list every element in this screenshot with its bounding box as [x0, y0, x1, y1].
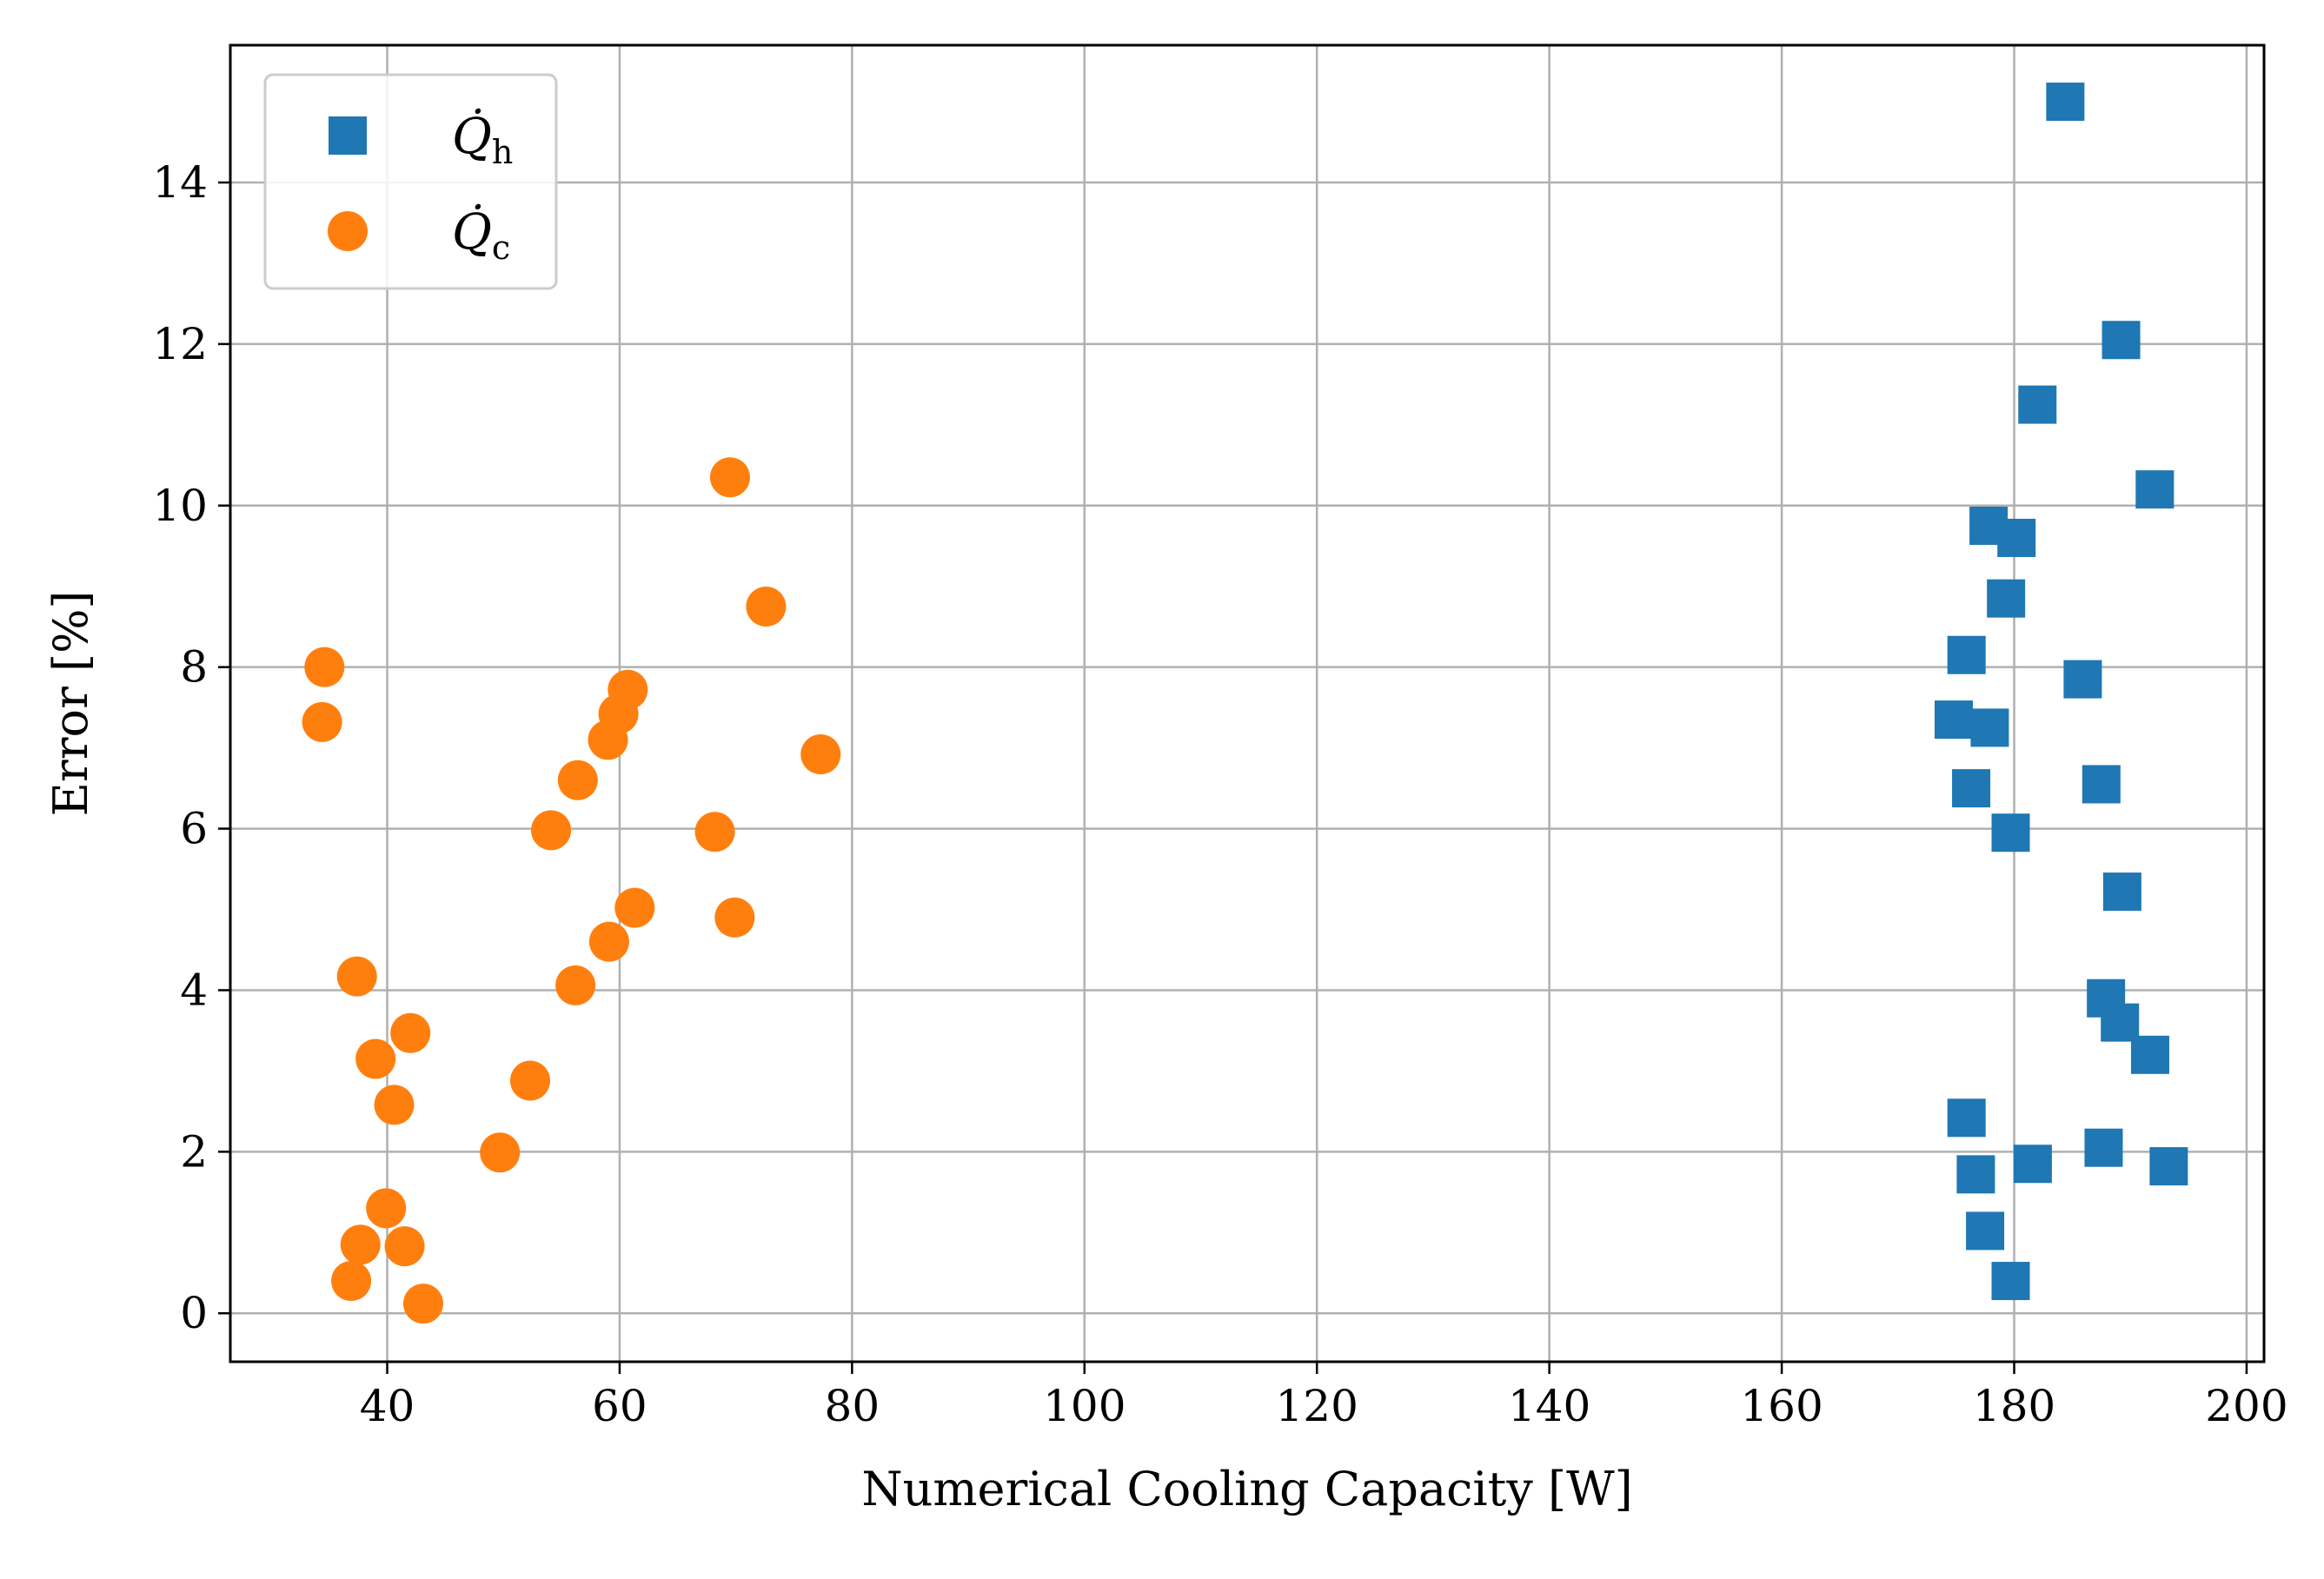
x-tick-label: 200: [2205, 1381, 2287, 1431]
data-point-square: [1970, 708, 2009, 747]
legend-label-subscript: h: [492, 133, 513, 171]
data-point-square: [2130, 1035, 2169, 1074]
x-tick-label: 60: [592, 1381, 647, 1431]
data-point-circle: [355, 1038, 396, 1079]
data-point-square: [1947, 1098, 1986, 1138]
data-point-square: [1947, 635, 1986, 674]
data-point-square: [2082, 765, 2121, 804]
data-point-circle: [531, 810, 572, 851]
legend-box: [263, 73, 558, 290]
data-point-square: [1991, 813, 2030, 853]
data-point-square: [1934, 700, 1973, 740]
data-point-square: [1997, 518, 2036, 557]
legend-label-subscript: c: [492, 229, 510, 267]
data-point-circle: [588, 720, 628, 760]
x-tick-label: 140: [1508, 1381, 1590, 1431]
x-axis-ticks: 40 60 80 100 120 140 160 180 200: [360, 1362, 2288, 1431]
y-axis-ticks: 0 2 4 6 8 10 12 14: [152, 157, 230, 1338]
data-point-square: [2046, 83, 2085, 122]
data-point-square: [2149, 1147, 2188, 1186]
data-point-circle: [557, 760, 598, 800]
x-tick-label: 120: [1276, 1381, 1358, 1431]
data-point-square: [1956, 1155, 1995, 1194]
legend-marker-circle: [328, 211, 368, 251]
x-tick-label: 40: [360, 1381, 415, 1431]
data-point-circle: [714, 897, 755, 938]
data-point-circle: [746, 586, 787, 627]
data-point-square: [2018, 385, 2057, 424]
data-point-circle: [336, 956, 377, 997]
data-point-circle: [694, 812, 735, 853]
data-point-square: [2084, 1128, 2123, 1167]
x-tick-label: 100: [1043, 1381, 1125, 1431]
data-point-circle: [304, 647, 345, 687]
data-point-square: [2102, 872, 2141, 912]
data-point-circle: [555, 965, 596, 1005]
data-point-circle: [588, 921, 629, 962]
legend: Q̇hQ̇c: [263, 73, 558, 290]
series-c: [302, 457, 841, 1324]
data-point-square: [2063, 660, 2102, 699]
data-points: [302, 83, 2188, 1324]
data-point-circle: [614, 887, 655, 928]
data-point-circle: [384, 1226, 425, 1267]
data-point-circle: [331, 1261, 372, 1302]
y-tick-label: 8: [180, 642, 208, 693]
data-point-square: [2101, 1003, 2140, 1042]
data-point-square: [1987, 579, 2026, 618]
data-point-circle: [302, 701, 342, 742]
data-point-circle: [480, 1132, 521, 1173]
y-tick-label: 12: [152, 319, 208, 369]
data-point-square: [1952, 769, 1991, 808]
data-point-square: [2102, 321, 2141, 360]
data-point-circle: [402, 1284, 443, 1324]
data-point-circle: [709, 457, 750, 498]
x-tick-label: 80: [825, 1381, 880, 1431]
data-point-circle: [390, 1012, 431, 1053]
y-tick-label: 6: [180, 804, 208, 854]
plot-frame: [229, 43, 2266, 1363]
data-point-circle: [340, 1224, 381, 1265]
y-tick-label: 2: [180, 1126, 208, 1177]
x-tick-label: 160: [1740, 1381, 1823, 1431]
y-tick-label: 14: [152, 157, 208, 208]
data-point-circle: [509, 1060, 550, 1101]
data-point-circle: [374, 1085, 415, 1125]
data-point-square: [2135, 470, 2175, 509]
data-point-square: [1966, 1211, 2005, 1251]
data-point-circle: [366, 1188, 407, 1229]
x-tick-label: 180: [1973, 1381, 2055, 1431]
y-tick-label: 4: [180, 965, 208, 1015]
data-point-square: [2013, 1144, 2052, 1184]
grid-lines: [230, 45, 2264, 1362]
legend-marker-square: [329, 116, 367, 155]
data-point-square: [1991, 1262, 2030, 1301]
y-tick-label: 0: [180, 1288, 208, 1338]
x-axis-label: Numerical Cooling Capacity [W]: [861, 1462, 1632, 1516]
data-point-circle: [800, 734, 841, 775]
y-axis-label: Error [%]: [43, 591, 98, 817]
series-h: [1934, 83, 2188, 1301]
y-tick-label: 10: [152, 481, 208, 531]
